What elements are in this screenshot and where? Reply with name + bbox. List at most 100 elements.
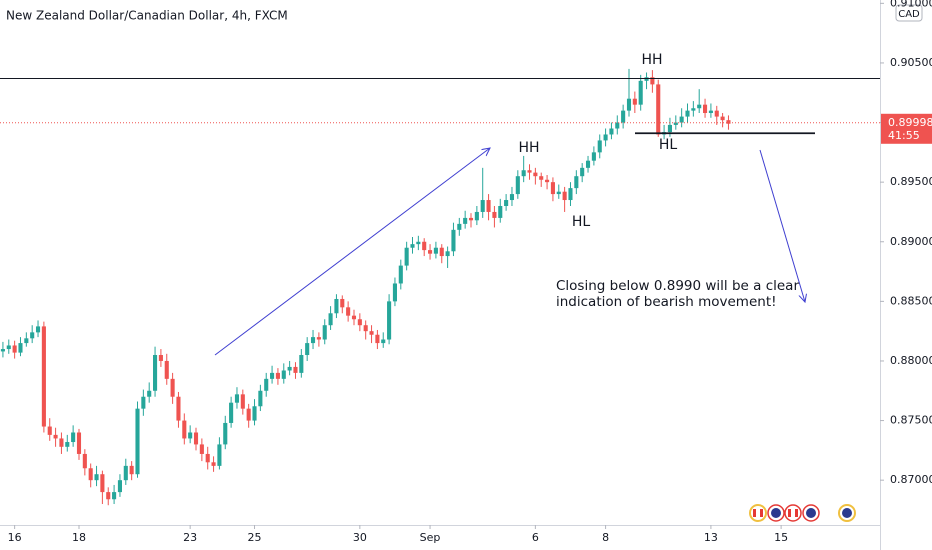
annotation: HH [641,52,662,68]
flag-icons [749,504,856,522]
candle-body [445,251,450,257]
candle-body [679,116,684,123]
candle-body [357,319,362,326]
y-tick-label: 0.87000 [890,473,932,486]
candle-body [644,77,649,81]
candle-body [416,241,421,245]
candle-body [638,80,643,105]
candle-body [240,394,245,409]
candle-body [316,337,321,340]
candle-body [141,396,146,409]
candle-body [76,432,82,454]
overlays [0,77,880,135]
candle-body [457,223,462,230]
last-price-box [881,113,932,144]
candle-body [275,372,280,379]
candle-body [556,191,561,195]
candle-body [82,453,87,469]
candle-body [451,229,456,252]
candle-body [381,339,386,344]
annotation: HL [659,137,678,153]
candle-body [550,182,555,195]
candle-body [18,343,23,353]
candle-body [609,128,614,135]
candle-body [328,313,333,326]
candle-body [685,110,690,117]
y-tick-label: 0.87500 [890,414,932,427]
candle-body [129,465,134,475]
x-tick-label: 23 [183,531,197,544]
candle-body [691,108,696,111]
candle-body [498,205,503,218]
candle-body [521,170,526,177]
candle-body [527,170,532,173]
x-tick-label: 6 [532,531,539,544]
candle-body [59,438,64,447]
candle-body [158,355,163,361]
candle-body [703,104,708,114]
candle-body [112,492,117,500]
candle-body [509,194,515,201]
candle-body [281,370,286,379]
candle-body [217,444,222,466]
x-tick-label: Sep [420,531,441,544]
candle-body [375,334,380,344]
candle-body [404,247,409,266]
candle-body [387,301,392,340]
candle-body [234,394,240,403]
candle-body [398,265,403,284]
candle-body [369,331,374,335]
candle-body [188,432,193,439]
y-tick-label: 0.89500 [890,175,932,188]
candle-body [287,366,292,371]
candle-body [515,176,520,195]
candle-body [650,77,655,85]
candle-body [100,474,105,493]
annotation: HL [572,214,591,230]
trend-arrow [214,148,490,356]
candle-body [164,360,169,379]
candle-body [392,283,397,302]
candle-body [720,116,725,121]
candle-body [123,465,128,481]
candle-body [714,110,719,117]
candle-body [597,140,602,153]
candle-body [474,211,479,221]
annotation: HH [518,140,539,156]
x-tick-label: 15 [774,531,788,544]
candle-body [428,250,433,254]
candle-body [697,104,702,109]
candle-body [88,468,93,481]
candle-body [94,474,99,481]
x-tick-label: 16 [8,531,22,544]
candle-body [492,211,497,218]
candle-body [351,315,357,320]
candle-body [24,338,29,344]
candle-body [252,406,257,421]
candle-body [35,326,41,333]
candle-body [270,372,275,379]
candle-body [293,366,298,373]
candle-body [591,152,596,161]
candle-body [539,176,544,180]
candle-body [603,134,608,141]
candle-body [182,420,187,439]
candle-body [673,122,678,125]
candle-body [626,98,632,111]
candles [0,68,731,506]
candle-body [656,84,661,135]
candle-body [223,422,228,445]
note-line: indication of bearish movement! [556,294,777,310]
candle-body [726,120,731,124]
candle-body [410,244,415,248]
y-tick-label: 0.88000 [890,354,932,367]
candle-body [533,172,538,177]
candle-body [580,167,585,177]
candle-body [199,444,204,454]
x-tick-label: 8 [602,531,609,544]
candle-body [708,110,713,114]
candle-body [322,325,327,340]
countdown-label: 41:55 [888,129,920,142]
candle-body [585,160,591,168]
currency-badge [895,4,923,22]
